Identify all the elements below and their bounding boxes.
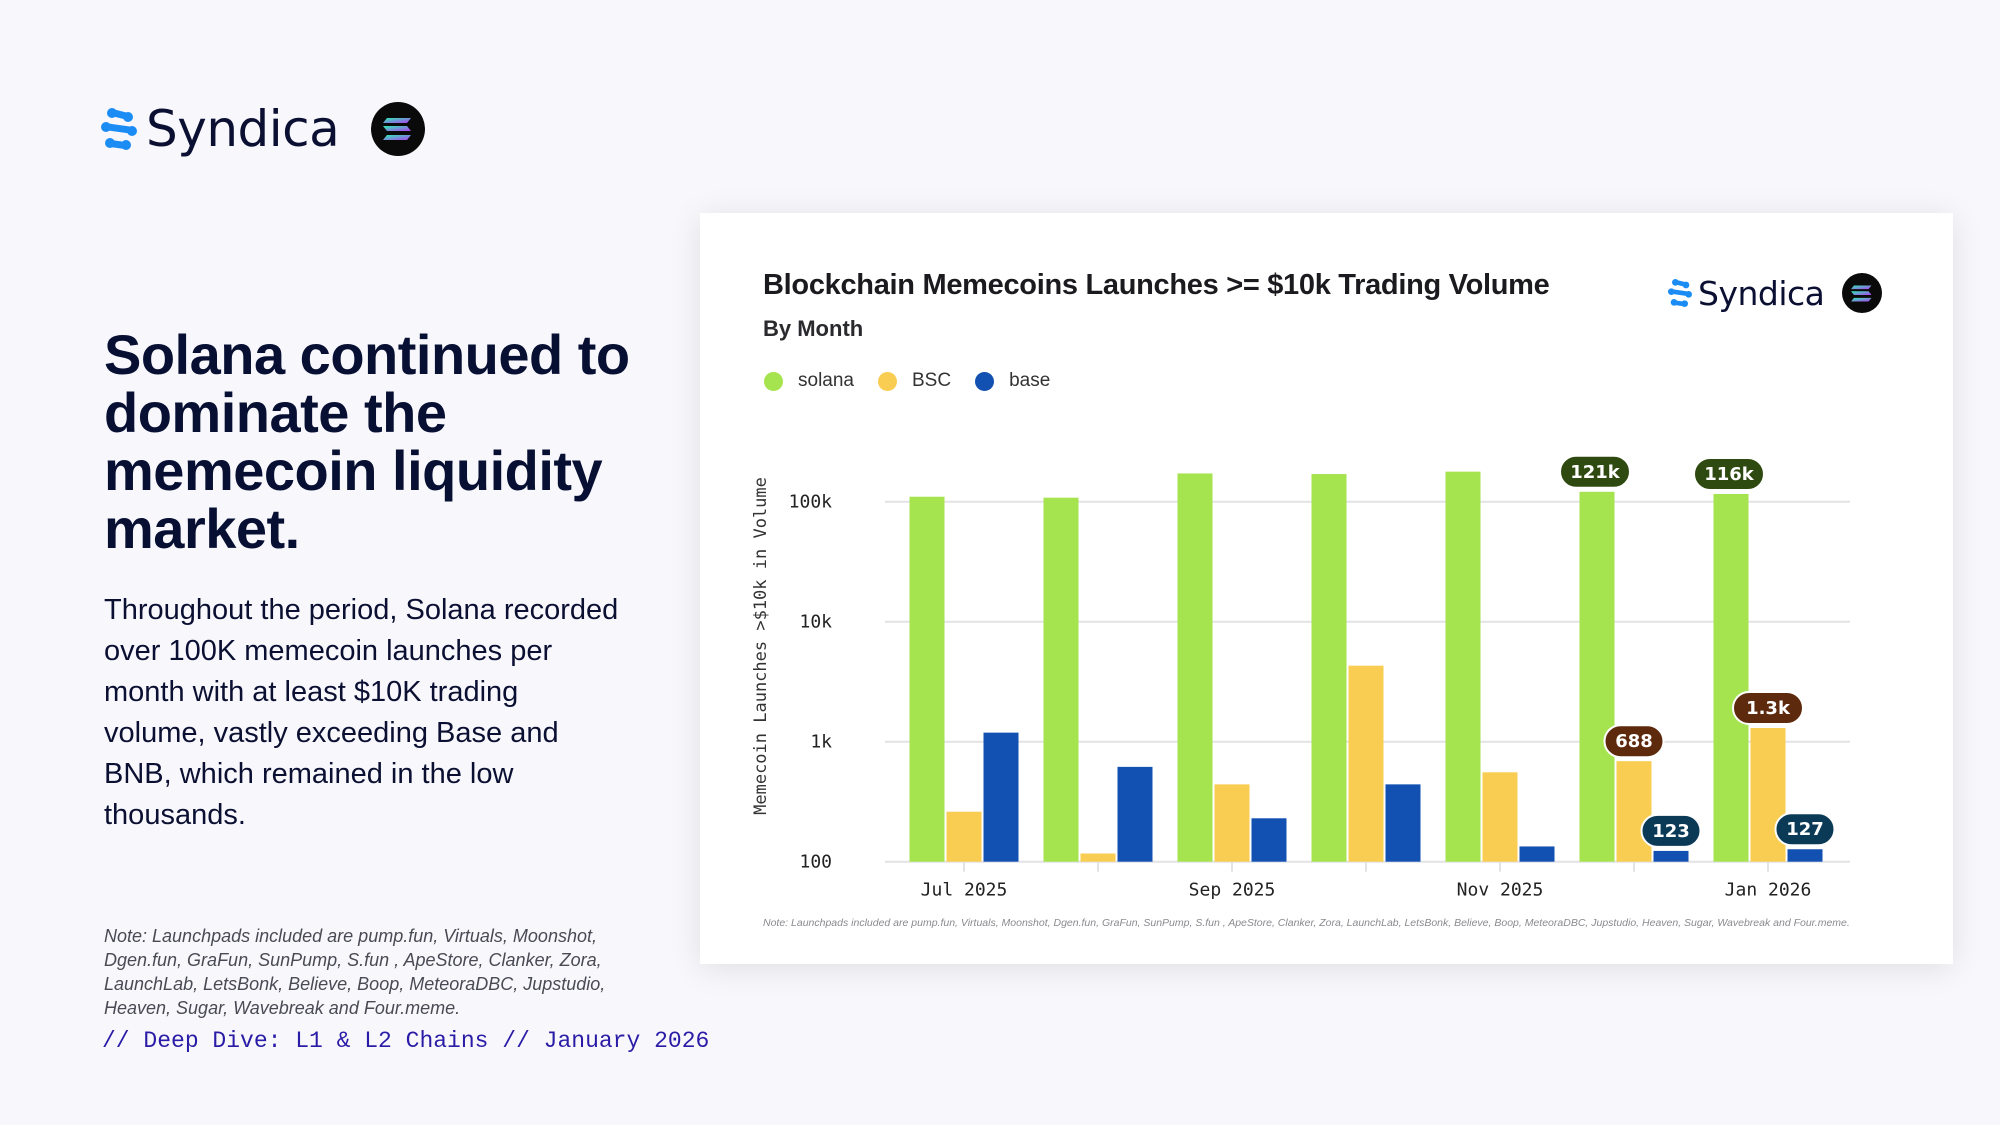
bar-solana	[1311, 474, 1347, 862]
data-label: 116k	[1704, 464, 1755, 485]
legend-item-solana[interactable]: solana	[764, 370, 854, 392]
card-brand-name: Syndica	[1698, 273, 1825, 313]
y-tick-label: 100k	[789, 492, 833, 513]
chart-title: Blockchain Memecoins Launches >= $10k Tr…	[763, 269, 1550, 301]
bar-base	[983, 732, 1019, 862]
bar-solana	[1043, 497, 1079, 862]
bar-base	[1653, 850, 1689, 862]
chart-footnote: Note: Launchpads included are pump.fun, …	[763, 917, 1850, 929]
bar-base	[1385, 784, 1421, 862]
solana-logo-icon	[1842, 273, 1883, 313]
bar-solana	[1445, 471, 1481, 862]
brand-header: Syndica	[98, 100, 426, 158]
x-tick-label: Nov 2025	[1457, 880, 1544, 901]
x-tick-label: Sep 2025	[1189, 880, 1276, 901]
solana-logo-icon	[371, 102, 426, 156]
data-label-pill	[1640, 813, 1702, 848]
chart-legend: solana BSC base	[764, 370, 1074, 392]
data-label: 121k	[1570, 462, 1621, 483]
bar-solana	[1713, 493, 1749, 862]
bar-solana	[1579, 491, 1615, 862]
data-labels: 121k 116k 688 1.3k 123 127	[1559, 454, 1836, 848]
syndica-logo-icon	[1668, 279, 1692, 307]
legend-dot-solana	[764, 371, 783, 391]
bar-bsc	[1482, 772, 1518, 862]
y-tick-label: 10k	[799, 612, 832, 633]
y-tick-label: 1k	[810, 732, 832, 753]
chart-card: Blockchain Memecoins Launches >= $10k Tr…	[700, 213, 1953, 964]
data-label: 1.3k	[1746, 698, 1791, 719]
bar-base	[1251, 818, 1287, 862]
bar-bsc	[946, 811, 982, 862]
bar-bsc	[1214, 784, 1250, 862]
data-label: 123	[1652, 821, 1690, 842]
data-label: 688	[1615, 731, 1653, 752]
body-paragraph: Throughout the period, Solana recorded o…	[104, 594, 619, 831]
x-axis-ticks: Jul 2025 Sep 2025 Nov 2025 Jan 2026	[921, 861, 1812, 901]
data-label-pill	[1603, 724, 1665, 759]
legend-dot-base	[975, 371, 995, 391]
legend-label: solana	[798, 370, 854, 391]
legend-dot-bsc	[878, 371, 897, 391]
data-label-pill	[1559, 454, 1631, 489]
data-label-pill	[1732, 691, 1804, 726]
legend-item-bsc[interactable]: BSC	[878, 370, 951, 392]
footer-series-label: // Deep Dive: L1 & L2 Chains // January …	[102, 1028, 710, 1054]
y-tick-label: 100	[799, 852, 832, 873]
bar-base	[1519, 846, 1555, 862]
data-label: 127	[1786, 819, 1824, 840]
bars	[909, 471, 1823, 862]
chart-subtitle: By Month	[763, 316, 864, 341]
launchpad-note: Note: Launchpads included are pump.fun, …	[104, 926, 606, 1018]
bar-solana	[1177, 473, 1213, 862]
bar-solana	[909, 496, 945, 862]
data-label-pill	[1693, 456, 1765, 491]
syndica-logo-icon	[101, 108, 137, 150]
headline: Solana continued to dominate the memecoi…	[104, 323, 630, 560]
bar-base	[1117, 766, 1153, 862]
y-axis-ticks: 100 1k 10k 100k	[789, 492, 833, 873]
legend-label: BSC	[912, 370, 952, 391]
x-tick-label: Jan 2026	[1725, 880, 1812, 901]
y-axis-label: Memecoin Launches >$10k in Volume	[751, 477, 771, 815]
card-brand: Syndica	[1666, 273, 1883, 313]
bar-chart-plot: 100 1k 10k 100k Jul 2025 Sep 2025 Nov 2025 Jan…	[751, 454, 1850, 901]
bar-bsc	[1080, 853, 1116, 862]
legend-item-base[interactable]: base	[975, 370, 1050, 392]
bar-base	[1787, 849, 1823, 862]
bar-bsc	[1348, 665, 1384, 862]
x-tick-label: Jul 2025	[921, 880, 1008, 901]
bar-bsc	[1616, 761, 1652, 862]
brand-name: Syndica	[146, 100, 340, 158]
legend-label: base	[1009, 370, 1051, 391]
data-label-pill	[1774, 812, 1836, 847]
